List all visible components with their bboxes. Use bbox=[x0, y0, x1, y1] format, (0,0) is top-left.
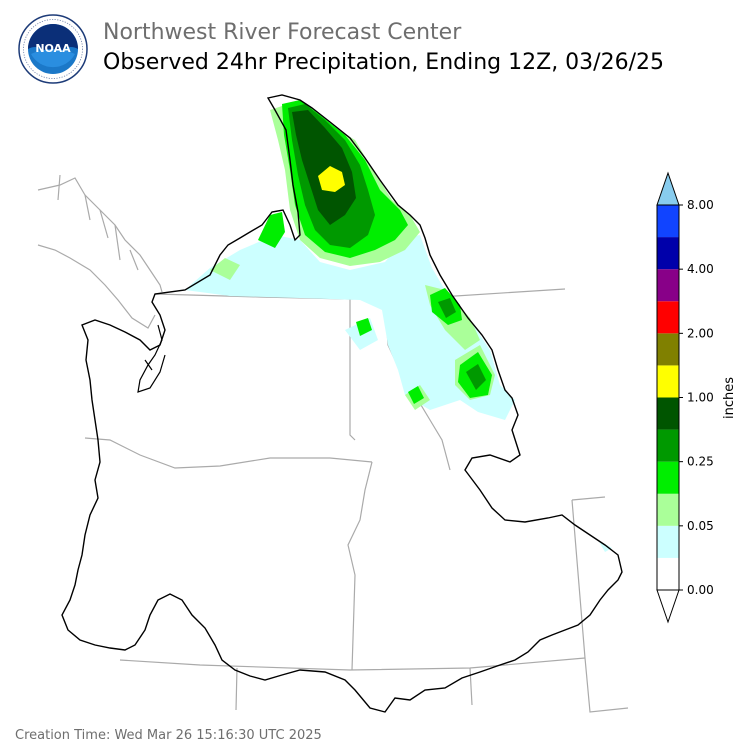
colorbar-tick-label: 0.25 bbox=[687, 455, 714, 469]
precip-very-heavy-area bbox=[292, 110, 356, 225]
colorbar-bin bbox=[657, 237, 679, 270]
page-subtitle: Northwest River Forecast Center bbox=[103, 20, 462, 45]
colorbar-ticks: 0.00 0.05 0.25 1.00 2.00 4.00 8.00 bbox=[679, 198, 714, 597]
colorbar-bin bbox=[657, 301, 679, 334]
noaa-logo-text: NOAA bbox=[35, 42, 71, 55]
bc-coast-outline bbox=[37, 244, 156, 329]
colorbar-bin bbox=[657, 365, 679, 398]
basin-outline bbox=[61, 94, 623, 713]
colorbar-over-triangle bbox=[656, 171, 680, 206]
wa-or-border bbox=[84, 437, 373, 469]
precip-trace-area bbox=[185, 235, 515, 420]
colorbar-tick-label: 2.00 bbox=[687, 326, 714, 340]
colorbar-unit-label: inches bbox=[722, 377, 737, 419]
colorbar-bin bbox=[657, 269, 679, 302]
colorbar-tick-label: 8.00 bbox=[687, 198, 714, 212]
colorbar-bin bbox=[657, 525, 679, 558]
noaa-logo-icon: NOAA bbox=[18, 14, 88, 84]
basin-precip bbox=[61, 94, 623, 713]
colorbar-bin bbox=[657, 205, 679, 238]
colorbar-bin bbox=[657, 429, 679, 462]
colorbar-bin bbox=[657, 397, 679, 430]
colorbar-bin bbox=[657, 461, 679, 494]
background-borders bbox=[37, 174, 629, 713]
colorbar-tick-label: 0.05 bbox=[687, 519, 714, 533]
creation-time: Creation Time: Wed Mar 26 15:16:30 UTC 2… bbox=[15, 728, 322, 743]
wa-id-border bbox=[349, 299, 356, 441]
southern-border bbox=[119, 657, 586, 671]
precip-max-area bbox=[318, 166, 345, 192]
wy-border bbox=[571, 496, 629, 713]
colorbar-bin bbox=[657, 557, 679, 590]
colorbar-under-triangle bbox=[656, 589, 680, 624]
colorbar-bins bbox=[657, 205, 679, 590]
colorbar-tick-label: 4.00 bbox=[687, 262, 714, 276]
colorbar-tick-label: 0.00 bbox=[687, 583, 714, 597]
page-title: Observed 24hr Precipitation, Ending 12Z,… bbox=[103, 50, 664, 75]
colorbar-bin bbox=[657, 333, 679, 366]
colorbar-tick-label: 1.00 bbox=[687, 391, 714, 405]
or-id-border bbox=[347, 461, 373, 671]
colorbar-bin bbox=[657, 493, 679, 526]
